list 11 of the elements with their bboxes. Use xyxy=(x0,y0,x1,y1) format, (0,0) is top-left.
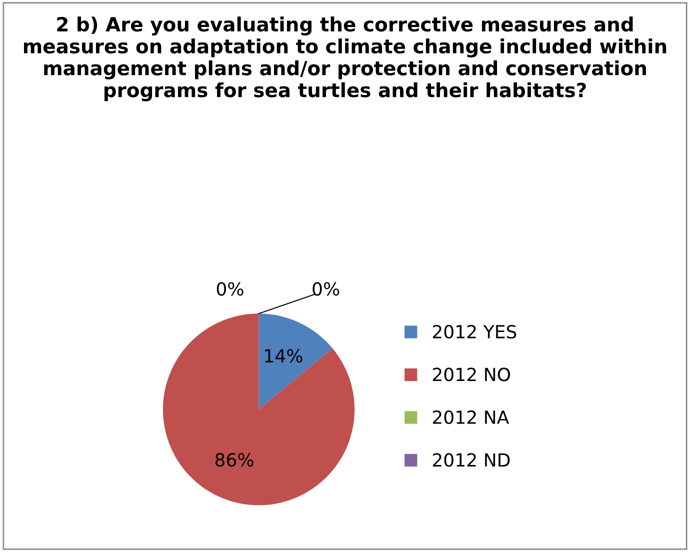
legend-label: 2012 ND xyxy=(432,453,510,467)
pie-slice xyxy=(258,314,333,410)
data-label: 14% xyxy=(265,348,302,363)
legend-label: 2012 NO xyxy=(432,368,510,382)
data-label: 86% xyxy=(215,453,254,467)
chart-title: 2 b) Are you evaluating the corrective measures and measures on adaptation to climate change included within management plans and/or protection and conservation programs for sea turtles and their habitats? xyxy=(24,16,666,102)
legend-label: 2012 YES xyxy=(432,324,516,339)
text: 0% xyxy=(216,282,244,296)
legend-label: 2012 NA xyxy=(432,410,510,424)
text: 0% xyxy=(312,282,340,296)
pie-slice xyxy=(162,314,355,506)
